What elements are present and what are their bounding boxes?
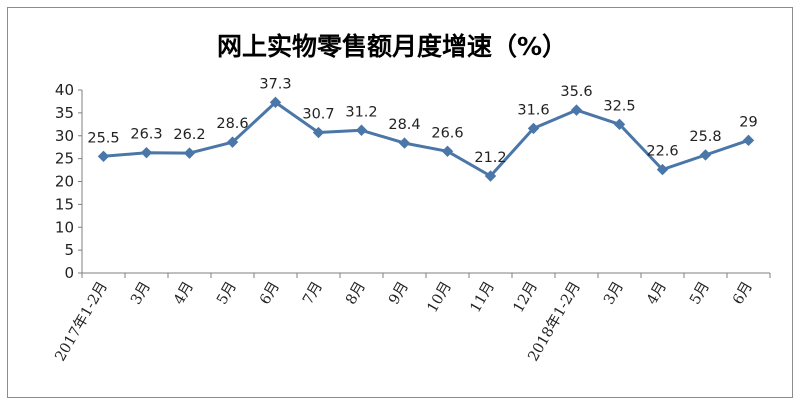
- data-point: [742, 134, 755, 147]
- data-point: [312, 126, 325, 139]
- data-label: 25.8: [689, 129, 721, 145]
- data-labels: 25.5 26.3 26.2 28.6 37.3 30.7 31.2 28.4 26.6 21.2…: [87, 76, 757, 166]
- y-tick-label: 0: [64, 264, 74, 282]
- y-tick-label: 10: [55, 218, 74, 236]
- data-label: 26.6: [431, 125, 463, 141]
- data-point: [97, 150, 110, 163]
- data-point: [140, 146, 153, 159]
- data-label: 28.4: [388, 117, 420, 133]
- data-point: [269, 96, 282, 109]
- x-axis-ticks: 2017年1-2月 3月 4月 5月 6月 7月 8月 9月 10月 11月 12月2018年1-2…: [52, 273, 771, 365]
- series-markers: [97, 96, 755, 182]
- data-label: 28.6: [216, 116, 248, 132]
- x-tick-label: 9月: [386, 279, 412, 308]
- data-label: 30.7: [302, 107, 334, 123]
- data-point: [441, 145, 454, 158]
- data-label: 29: [739, 114, 757, 130]
- data-point: [183, 147, 196, 159]
- y-tick-label: 15: [55, 195, 74, 213]
- data-label: 35.6: [560, 84, 592, 100]
- x-tick-label: 6月: [730, 279, 756, 308]
- series-line: [103, 100, 749, 178]
- y-tick-label: 25: [55, 150, 74, 168]
- x-tick-label: 5月: [687, 279, 713, 308]
- data-label: 21.2: [474, 150, 506, 166]
- y-axis-ticks: 0 5 10 15 20 25 30 35 40: [55, 81, 82, 282]
- chart-frame: [7, 7, 793, 398]
- x-tick-label: 12月: [511, 279, 541, 316]
- x-tick-label: 2017年1-2月: [52, 279, 111, 365]
- data-label: 26.2: [173, 127, 205, 143]
- data-point: [355, 124, 368, 136]
- x-tick-label: 5月: [214, 279, 240, 308]
- y-tick-label: 35: [55, 104, 74, 122]
- data-point: [398, 137, 411, 149]
- x-tick-label: 3月: [601, 279, 627, 308]
- y-tick-label: 30: [55, 127, 74, 145]
- y-tick-label: 40: [55, 81, 74, 99]
- data-label: 25.5: [87, 130, 119, 146]
- data-point: [570, 104, 583, 116]
- data-point: [527, 122, 540, 135]
- y-tick-label: 20: [55, 173, 74, 191]
- x-tick-label: 4月: [644, 279, 670, 308]
- x-tick-label: 3月: [128, 279, 154, 308]
- x-tick-label: 6月: [257, 279, 283, 308]
- data-label: 31.2: [345, 104, 377, 120]
- data-point: [226, 136, 239, 148]
- x-tick-label: 8月: [343, 279, 369, 308]
- y-tick-label: 5: [64, 241, 74, 259]
- data-label: 26.3: [130, 127, 162, 143]
- data-label: 32.5: [603, 98, 635, 114]
- x-tick-label: 11月: [468, 279, 498, 316]
- data-point: [699, 149, 712, 161]
- x-tick-label: 4月: [171, 279, 197, 308]
- data-point: [613, 118, 626, 131]
- data-point: [484, 170, 497, 182]
- data-point: [656, 163, 669, 176]
- x-tick-label: 7月: [300, 279, 326, 308]
- data-label: 22.6: [646, 144, 678, 160]
- data-label: 31.6: [517, 102, 549, 118]
- chart-title: 网上实物零售额月度增速（%）: [217, 32, 567, 61]
- x-tick-label: 10月: [425, 279, 455, 316]
- series-rate: [103, 100, 749, 178]
- data-label: 37.3: [259, 76, 291, 92]
